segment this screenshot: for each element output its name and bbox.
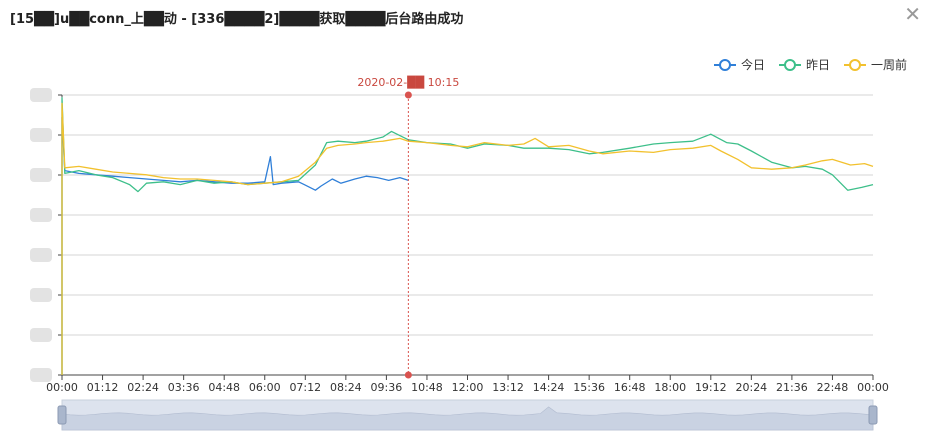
- series-line-yesterday: [61, 97, 874, 375]
- data-zoom-slider[interactable]: [57, 399, 878, 431]
- legend-swatch-yesterday: [778, 58, 801, 71]
- x-tick-label: 06:00: [249, 381, 281, 394]
- x-tick-label: 08:24: [330, 381, 362, 394]
- legend-swatch-today: [713, 58, 736, 71]
- legend-label-today: 今日: [740, 58, 765, 72]
- y-tick-label-redacted: [30, 88, 52, 102]
- x-tick-label: 21:36: [776, 381, 808, 394]
- y-tick-label-redacted: [30, 368, 52, 382]
- x-tick-label: 18:00: [654, 381, 686, 394]
- zoom-preview-area: [61, 406, 874, 431]
- x-tick-label: 02:24: [127, 381, 159, 394]
- window-title: [15██]u██conn_上██动 - [336████2]████获取███…: [10, 12, 464, 27]
- grid-lines: [61, 94, 873, 376]
- y-tick-label-redacted: [30, 208, 52, 222]
- x-tick-label: 01:12: [87, 381, 119, 394]
- series-line-week-ago: [61, 102, 874, 375]
- x-tick-label: 07:12: [289, 381, 321, 394]
- y-tick-label-redacted: [30, 128, 52, 142]
- x-tick-label: 12:00: [452, 381, 484, 394]
- x-tick-label: 15:36: [573, 381, 605, 394]
- x-tick-label: 10:48: [411, 381, 443, 394]
- series-line-today: [61, 116, 409, 375]
- legend-label-week-ago: 一周前: [870, 58, 907, 72]
- legend-swatch-week-ago: [843, 58, 866, 71]
- series-lines: [61, 97, 874, 375]
- x-axis: 00:00 01:12 02:24 03:36 04:48 06:00 07:12 08:24…: [46, 375, 889, 394]
- x-tick-label: 22:48: [817, 381, 849, 394]
- axis-pointer-top-dot: [404, 91, 412, 99]
- legend-item-week-ago[interactable]: 一周前: [843, 56, 907, 73]
- legend-item-yesterday[interactable]: 昨日: [778, 56, 830, 73]
- zoom-track[interactable]: [61, 399, 874, 431]
- x-tick-label: 03:36: [168, 381, 200, 394]
- y-tick-label-redacted: [30, 168, 52, 182]
- axis-pointer: 2020-02-██ 10:15: [357, 75, 459, 379]
- y-axis-tick-placeholders: [30, 88, 62, 382]
- x-tick-label: 19:12: [695, 381, 727, 394]
- y-tick-label-redacted: [30, 248, 52, 262]
- x-tick-label: 00:00: [46, 381, 78, 394]
- chart-legend: 今日 昨日 一周前: [713, 56, 907, 73]
- zoom-handle-right[interactable]: [868, 405, 878, 425]
- close-icon[interactable]: ✕: [904, 2, 921, 26]
- y-tick-label-redacted: [30, 288, 52, 302]
- axis-pointer-bottom-dot: [404, 371, 412, 379]
- x-tick-label: 16:48: [614, 381, 646, 394]
- x-tick-label: 09:36: [371, 381, 403, 394]
- x-tick-label: 14:24: [533, 381, 565, 394]
- legend-label-yesterday: 昨日: [805, 58, 830, 72]
- axis-pointer-label: 2020-02-██ 10:15: [357, 75, 459, 89]
- x-tick-label: 04:48: [208, 381, 240, 394]
- x-tick-label: 20:24: [735, 381, 767, 394]
- x-tick-label: 13:12: [492, 381, 524, 394]
- zoom-handle-left[interactable]: [57, 405, 67, 425]
- legend-item-today[interactable]: 今日: [713, 56, 765, 73]
- y-tick-label-redacted: [30, 328, 52, 342]
- x-tick-label: 00:00: [857, 381, 889, 394]
